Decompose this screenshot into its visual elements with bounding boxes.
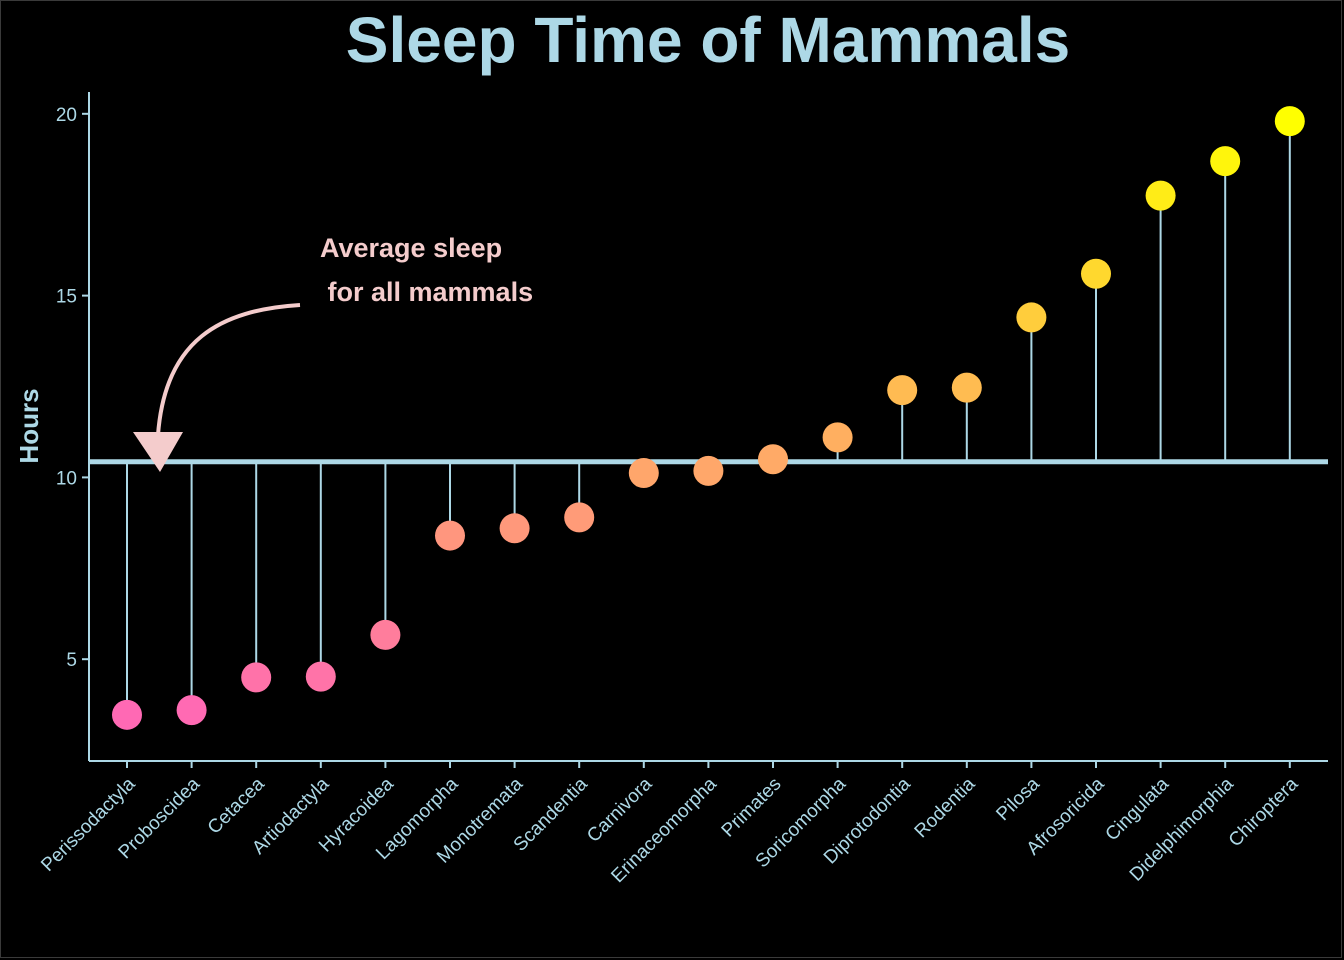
- annotation-arrow: [156, 303, 301, 436]
- annotation: Average sleep for all mammals: [133, 233, 533, 472]
- point-pilosa: [1016, 302, 1047, 333]
- point-artiodactyla: [305, 661, 336, 692]
- point-hyracoidea: [370, 619, 401, 650]
- y-tick-label: 20: [56, 105, 77, 126]
- axes: [88, 92, 1328, 762]
- point-afrosoricida: [1081, 258, 1111, 289]
- x-tick-label-cetacea: Cetacea: [204, 773, 269, 838]
- annotation-arrowhead: [133, 432, 183, 472]
- chart-title: Sleep Time of Mammals: [346, 4, 1070, 76]
- point-primates: [758, 444, 788, 475]
- y-tick-label: 15: [56, 287, 77, 308]
- point-proboscidea: [176, 695, 207, 726]
- x-tick-label-pilosa: Pilosa: [992, 773, 1044, 825]
- point-diprotodontia: [887, 375, 918, 406]
- x-tick-label-chiroptera: Chiroptera: [1225, 773, 1303, 851]
- point-didelphimorphia: [1210, 146, 1241, 177]
- point-chiroptera: [1274, 106, 1305, 137]
- point-cingulata: [1145, 180, 1176, 211]
- y-axis-label: Hours: [14, 388, 44, 463]
- annotation-line-1: Average sleep: [320, 233, 502, 263]
- point-scandentia: [564, 502, 595, 533]
- point-monotremata: [499, 513, 530, 544]
- y-axis-ticks: 5 10 15 20: [56, 105, 89, 671]
- x-tick-label-primates: Primates: [718, 774, 786, 842]
- point-perissodactyla: [112, 699, 142, 730]
- y-tick-label: 10: [56, 468, 77, 489]
- point-carnivora: [628, 458, 659, 489]
- x-tick-label-rodentia: Rodentia: [911, 773, 980, 842]
- x-tick-label-perissodactyla: Perissodactyla: [37, 773, 140, 876]
- point-erinaceomorpha: [693, 455, 724, 486]
- point-lagomorpha: [435, 520, 465, 551]
- y-tick-label: 5: [66, 650, 77, 671]
- points: [112, 106, 1305, 730]
- stems: [126, 121, 1291, 715]
- point-soricomorpha: [822, 422, 853, 453]
- annotation-line-2: for all mammals: [320, 277, 533, 307]
- point-cetacea: [241, 662, 272, 693]
- point-rodentia: [951, 372, 982, 403]
